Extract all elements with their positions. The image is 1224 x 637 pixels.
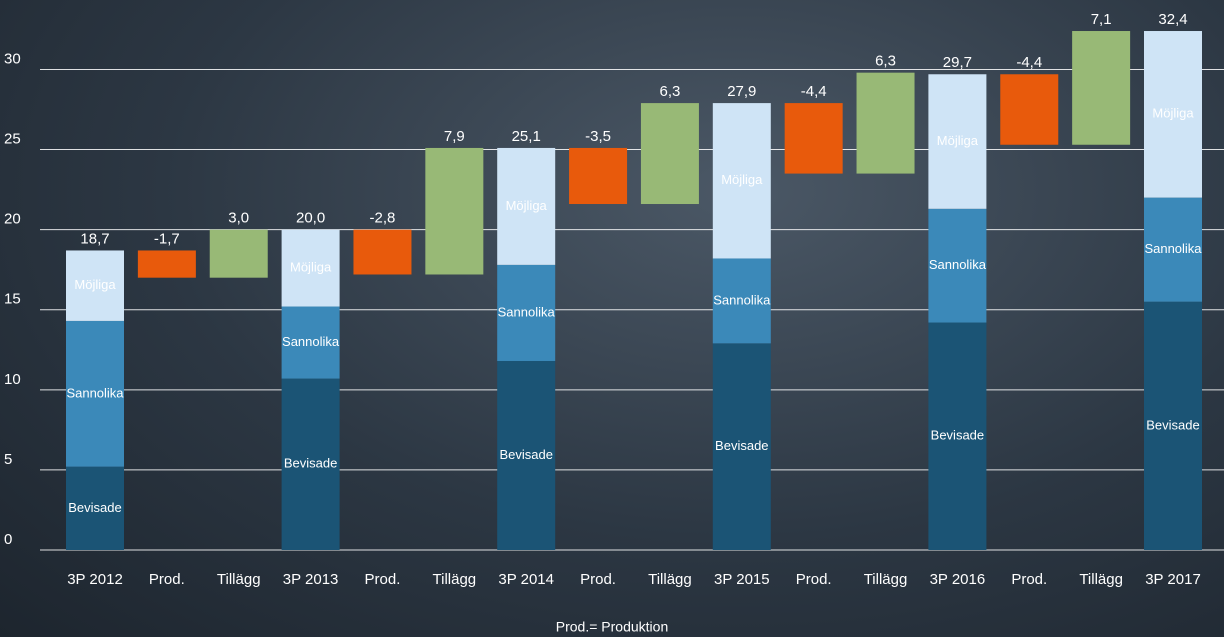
stack-segment <box>712 258 771 344</box>
change-bar <box>425 147 484 275</box>
segment-label: Bevisade <box>68 500 121 515</box>
stack-segment <box>497 264 556 361</box>
y-tick-label: 25 <box>4 131 21 148</box>
change-bar <box>1072 31 1131 145</box>
x-tick-label: Prod. <box>580 571 616 588</box>
stack-segment <box>712 343 771 550</box>
change-label: 7,9 <box>444 128 465 145</box>
change-label: -2,8 <box>370 210 396 227</box>
footnote: Prod.= Produktion <box>556 619 668 635</box>
stack-segment <box>712 103 771 259</box>
y-tick-label: 0 <box>4 531 12 548</box>
x-tick-label: 3P 2014 <box>498 571 554 588</box>
x-tick-label: 3P 2016 <box>930 571 986 588</box>
stack-segment <box>928 74 987 209</box>
stack-segment <box>66 320 124 467</box>
change-bar <box>856 72 915 174</box>
x-tick-label: Tillägg <box>433 571 477 588</box>
segment-label: Sannolika <box>713 292 771 307</box>
total-label: 18,7 <box>80 230 109 247</box>
change-bar <box>137 250 196 278</box>
change-bar <box>353 229 412 275</box>
change-bar <box>640 103 699 205</box>
y-tick-label: 30 <box>4 50 21 67</box>
segment-label: Sannolika <box>66 385 124 400</box>
x-tick-label: 3P 2013 <box>283 571 339 588</box>
stack-segment <box>281 378 340 550</box>
segment-label: Bevisade <box>284 456 337 471</box>
x-tick-label: Tillägg <box>217 571 261 588</box>
stack-segment <box>1144 197 1202 302</box>
x-tick-label: 3P 2017 <box>1145 571 1201 588</box>
change-label: -4,4 <box>801 83 827 100</box>
y-tick-label: 5 <box>4 451 12 468</box>
x-tick-label: Tillägg <box>1079 571 1123 588</box>
stack-segment <box>281 306 340 379</box>
stack-segment <box>1144 301 1202 550</box>
stack-segment <box>1144 31 1202 198</box>
total-label: 29,7 <box>943 54 972 71</box>
x-tick-label: Prod. <box>1011 571 1047 588</box>
segment-label: Bevisade <box>499 447 552 462</box>
x-tick-label: Prod. <box>149 571 185 588</box>
stack-segment <box>281 229 340 307</box>
change-label: 6,3 <box>660 83 681 100</box>
change-label: 6,3 <box>875 53 896 70</box>
stack-segment <box>497 147 556 265</box>
y-tick-label: 20 <box>4 211 21 228</box>
y-tick-label: 10 <box>4 371 21 388</box>
total-label: 27,9 <box>727 83 756 100</box>
segment-label: Bevisade <box>715 438 768 453</box>
segment-label: Möjliga <box>506 198 548 213</box>
x-tick-label: Prod. <box>365 571 401 588</box>
change-label: -1,7 <box>154 230 180 247</box>
total-label: 20,0 <box>296 210 325 227</box>
segment-label: Möjliga <box>290 260 332 275</box>
stack-segment <box>928 322 987 550</box>
change-label: 3,0 <box>228 210 249 227</box>
change-label: -4,4 <box>1016 54 1042 71</box>
segment-label: Sannolika <box>1144 241 1202 256</box>
x-tick-label: 3P 2012 <box>67 571 123 588</box>
change-bar <box>569 147 628 205</box>
total-label: 25,1 <box>512 128 541 145</box>
y-tick-label: 15 <box>4 291 21 308</box>
change-label: 7,1 <box>1091 11 1112 28</box>
change-label: -3,5 <box>585 128 611 145</box>
segment-label: Möjliga <box>1152 106 1194 121</box>
segment-label: Bevisade <box>931 428 984 443</box>
x-tick-label: Prod. <box>796 571 832 588</box>
stack-segment <box>66 466 124 550</box>
x-tick-label: Tillägg <box>864 571 908 588</box>
segment-label: Möjliga <box>721 172 763 187</box>
x-tick-label: 3P 2015 <box>714 571 770 588</box>
segment-label: Sannolika <box>929 257 987 272</box>
total-label: 32,4 <box>1158 11 1187 28</box>
segment-label: Möjliga <box>937 133 979 148</box>
stack-segment <box>66 250 124 321</box>
segment-label: Sannolika <box>498 304 556 319</box>
x-tick-label: Tillägg <box>648 571 692 588</box>
change-bar <box>784 103 843 174</box>
stack-segment <box>928 208 987 323</box>
stack-segment <box>497 360 556 550</box>
segment-label: Möjliga <box>74 277 116 292</box>
change-bar <box>209 229 268 278</box>
segment-label: Sannolika <box>282 334 340 349</box>
segment-label: Bevisade <box>1146 417 1199 432</box>
change-bar <box>1000 74 1059 145</box>
